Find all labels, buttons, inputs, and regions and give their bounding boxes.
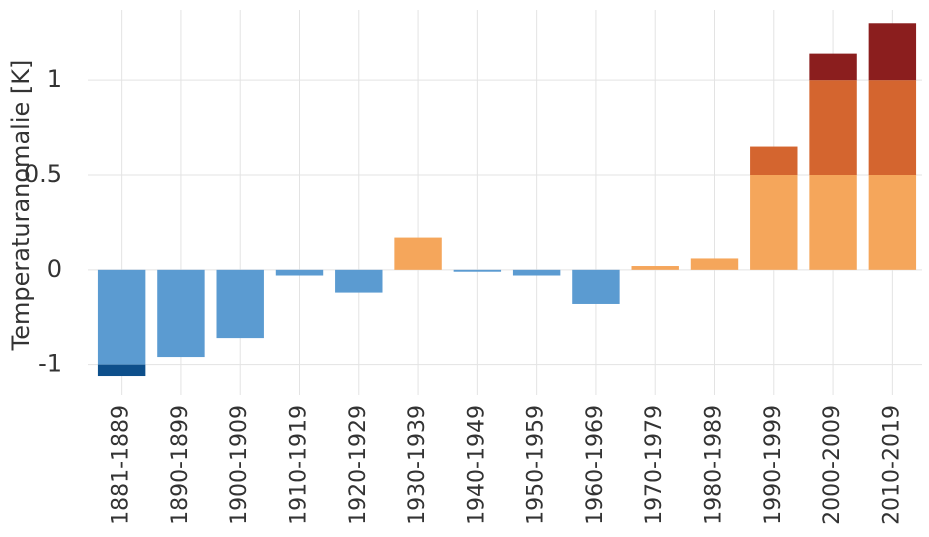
x-tick-label: 2000-2009 [820, 405, 845, 525]
x-tick-label: 1940-1949 [464, 405, 489, 525]
x-tick-label: 1881-1889 [109, 405, 134, 525]
bar [809, 53, 857, 81]
bar [809, 175, 857, 270]
bar [809, 80, 857, 175]
x-tick-label: 1950-1959 [524, 405, 549, 525]
bar [868, 23, 917, 81]
x-tick-label: 1980-1989 [702, 405, 727, 525]
bar [868, 175, 917, 270]
y-tick-label: 0.5 [24, 160, 62, 188]
x-tick-label: 2010-2019 [879, 405, 904, 525]
x-tick-label: 1960-1969 [583, 405, 608, 525]
bar [157, 269, 205, 358]
x-tick-label: 1990-1999 [761, 405, 786, 525]
bar [512, 269, 561, 276]
bar [750, 146, 798, 175]
x-tick-label: 1910-1919 [287, 405, 312, 525]
bar [868, 80, 917, 175]
x-tick-label: 1930-1939 [405, 405, 430, 525]
x-tick-label: 1920-1929 [346, 405, 371, 525]
bar [216, 269, 264, 339]
y-axis-label: Temperaturanomalie [K] [7, 60, 35, 352]
y-tick-label: -1 [38, 350, 62, 378]
x-tick-label: 1890-1899 [168, 405, 193, 525]
bar [97, 364, 146, 377]
y-tick-label: 0 [47, 255, 62, 283]
bar [690, 258, 739, 270]
bar [394, 237, 442, 270]
x-tick-label: 1970-1979 [642, 405, 667, 525]
bar [572, 269, 620, 304]
bar [453, 269, 502, 272]
x-tick-label: 1900-1909 [227, 405, 252, 525]
y-tick-label: 1 [47, 65, 62, 93]
bar [631, 266, 679, 270]
bar [750, 175, 798, 270]
bar [97, 269, 146, 365]
bar [335, 269, 383, 293]
bar [275, 269, 324, 276]
